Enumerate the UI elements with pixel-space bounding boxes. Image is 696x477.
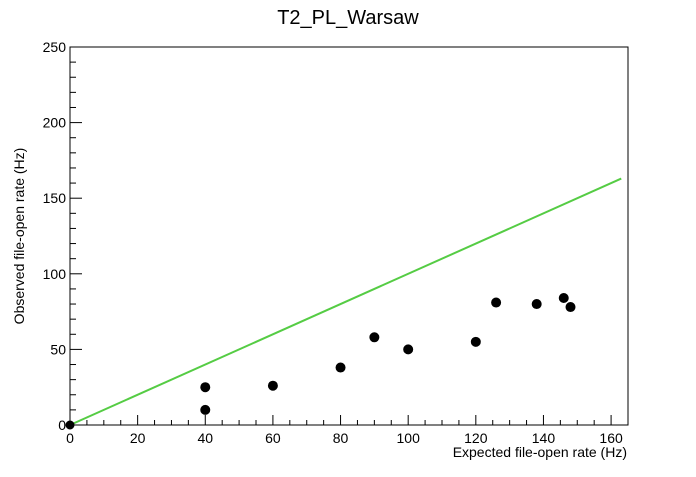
data-point-10 [531, 299, 542, 310]
x-axis-tick-label: 0 [66, 430, 74, 446]
reference-line-layer [69, 177, 622, 426]
data-point-8 [470, 336, 481, 347]
x-axis-tick-label: 40 [197, 430, 213, 446]
data-point-9 [491, 297, 502, 308]
data-point-11 [558, 292, 569, 303]
reference-line [69, 177, 622, 426]
plot-area-border [69, 46, 629, 426]
chart-title: T2_PL_Warsaw [277, 7, 419, 29]
y-axis: 0 50 100 150 200 250 [43, 39, 82, 433]
x-axis-tick-label: 120 [464, 430, 488, 446]
x-axis-tick-label: 80 [333, 430, 349, 446]
x-axis: 0 20 40 60 80 100 120 140 160 [66, 415, 629, 446]
y-axis-tick-label: 0 [58, 417, 66, 433]
x-axis-tick-label: 160 [599, 430, 623, 446]
y-axis-tick-label: 100 [43, 266, 67, 282]
plot-frame [69, 46, 629, 426]
y-axis-tick-label: 250 [43, 39, 67, 55]
x-axis-tick-label: 60 [265, 430, 281, 446]
data-point-7 [403, 344, 414, 355]
data-point-4 [267, 380, 278, 391]
x-axis-tick-label: 20 [130, 430, 146, 446]
data-point-5 [335, 362, 346, 373]
y-axis-tick-label: 150 [43, 190, 67, 206]
x-axis-label: Expected file-open rate (Hz) [453, 444, 627, 460]
x-axis-tick-label: 100 [397, 430, 421, 446]
y-axis-tick-label: 50 [50, 341, 66, 357]
y-axis-label: Observed file-open rate (Hz) [11, 148, 27, 325]
data-points-layer [65, 292, 576, 430]
data-point-12 [565, 302, 576, 313]
y-axis-tick-label: 200 [43, 115, 67, 131]
data-point-6 [369, 332, 380, 343]
data-point-3 [200, 382, 211, 393]
data-point-2 [200, 404, 211, 415]
x-axis-tick-label: 140 [532, 430, 556, 446]
